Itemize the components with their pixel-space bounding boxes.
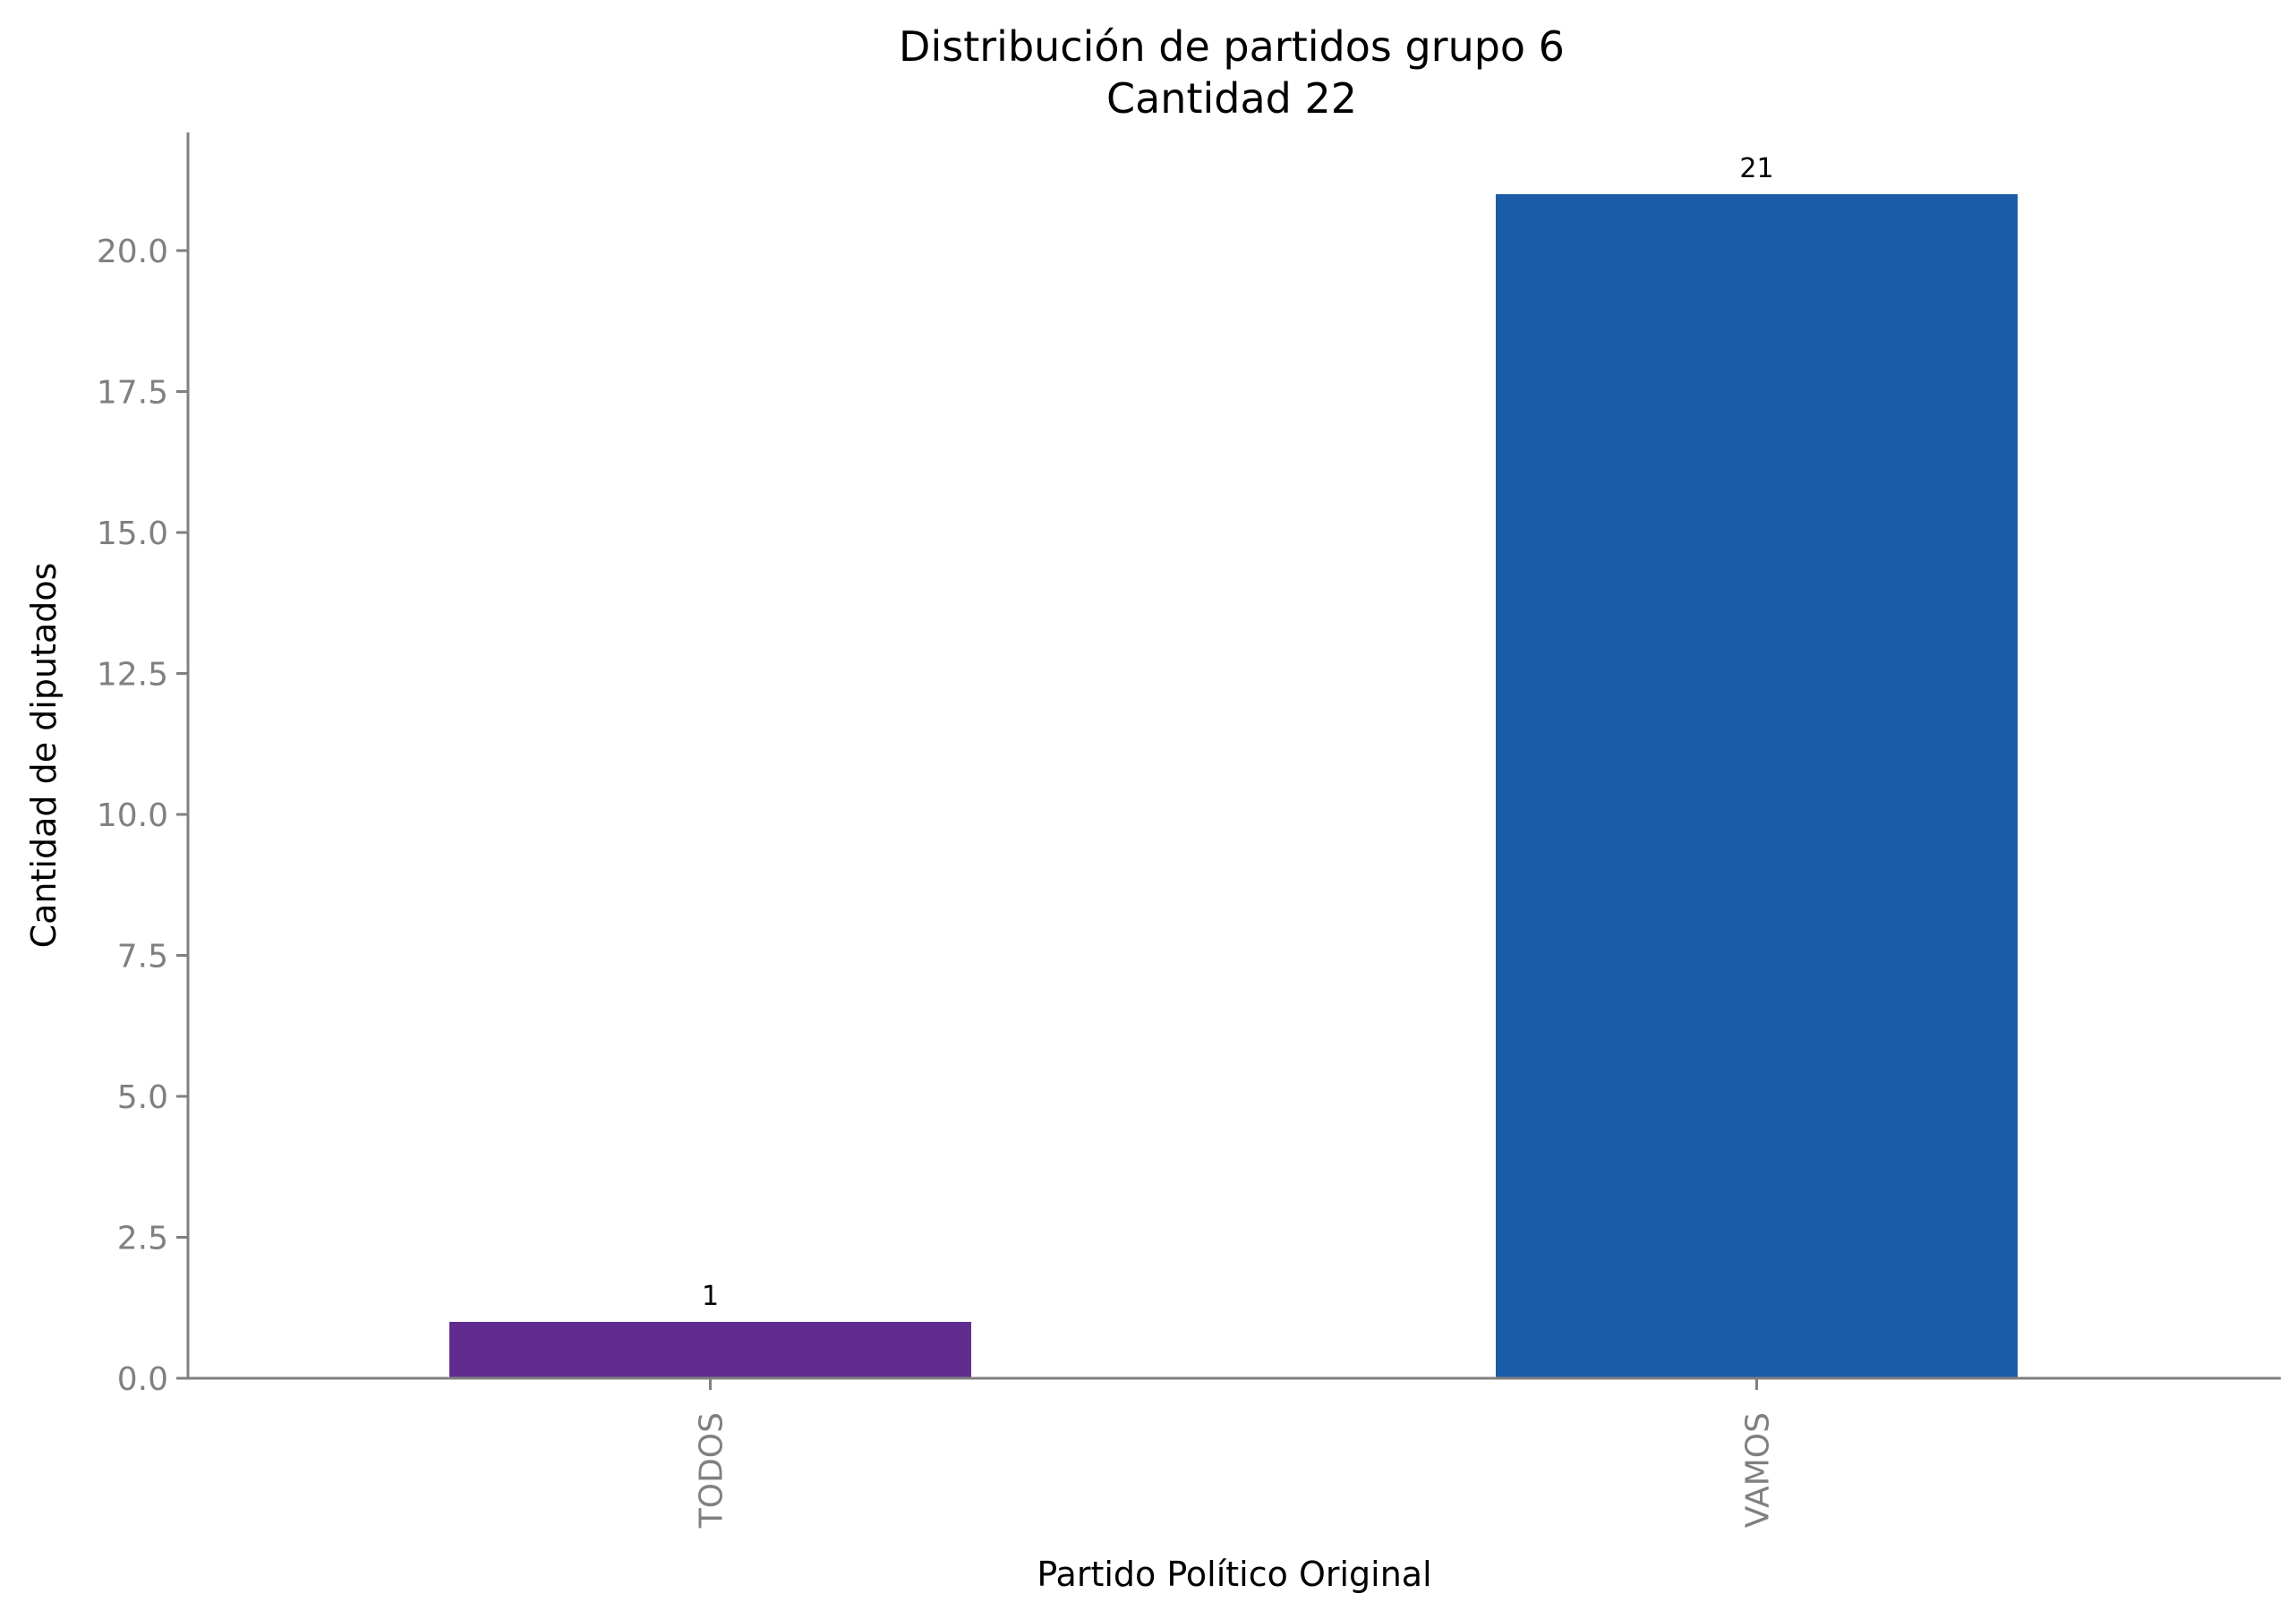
x-tick-label: TODOS	[694, 1412, 730, 1529]
x-axis-ticks: TODOS VAMOS	[694, 1378, 1777, 1529]
chart-title: Distribución de partidos grupo 6	[899, 22, 1565, 71]
y-tick-label: 0.0	[117, 1361, 168, 1398]
y-tick-label: 20.0	[97, 234, 168, 270]
bar-todos	[449, 1322, 971, 1378]
bar-value-label: 1	[702, 1281, 719, 1312]
y-tick-label: 10.0	[97, 797, 168, 834]
y-axis-label: Cantidad de diputados	[24, 563, 64, 949]
y-tick-label: 2.5	[117, 1221, 168, 1257]
y-tick-label: 7.5	[117, 939, 168, 976]
y-axis-ticks: 0.0 2.5 5.0 7.5 10.0 12.5 15.0 17.5 20.0	[97, 234, 188, 1398]
x-tick-label: VAMOS	[1740, 1412, 1777, 1528]
y-tick-label: 5.0	[117, 1079, 168, 1116]
y-tick-label: 12.5	[97, 657, 168, 694]
y-tick-label: 17.5	[97, 375, 168, 412]
bar-value-label: 21	[1739, 153, 1773, 184]
chart-subtitle: Cantidad 22	[1106, 74, 1357, 123]
bars-group: 1 21	[449, 153, 2018, 1378]
x-axis-label: Partido Político Original	[1037, 1555, 1431, 1594]
y-tick-label: 15.0	[97, 516, 168, 552]
bar-vamos	[1496, 194, 2018, 1378]
